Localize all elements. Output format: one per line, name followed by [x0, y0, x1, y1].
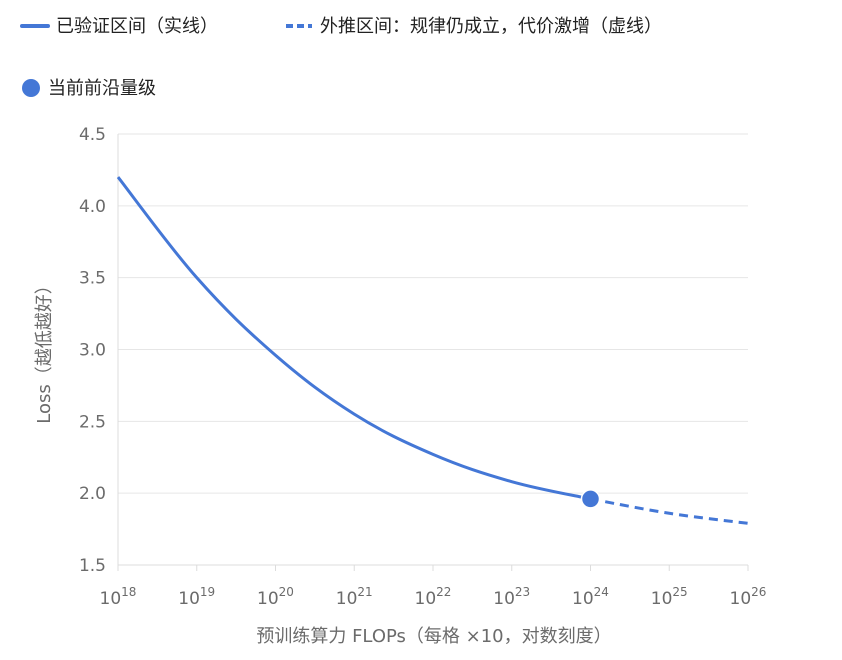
legend-label: 已验证区间（实线）: [56, 16, 218, 37]
current-frontier-marker: [580, 489, 601, 509]
x-axis-title: 预训练算力 FLOPs（每格 ×10，对数刻度）: [256, 626, 611, 647]
grid-lines: [118, 133, 748, 566]
y-tick-label: 1.5: [79, 556, 106, 576]
x-tick-label: 1020: [257, 585, 294, 609]
y-tick-label: 2.0: [79, 484, 106, 504]
x-tick-label: 1022: [415, 585, 452, 609]
legend-label: 当前前沿量级: [48, 78, 156, 99]
x-tick-label: 1018: [100, 585, 137, 609]
y-tick-labels: 1.5 2.0 2.5 3.0 3.5 4.0 4.5: [79, 125, 106, 576]
legend-swatch-marker: [22, 79, 40, 97]
series-line-verified: [116, 176, 591, 501]
x-tick-label: 1025: [651, 585, 688, 609]
x-tick-label: 1023: [493, 585, 530, 609]
legend: 已验证区间（实线） 外推区间：规律仍成立，代价激增（虚线） 当前前沿量级: [20, 16, 662, 99]
x-tick-label: 1019: [178, 585, 215, 609]
legend-item-2: 当前前沿量级: [22, 78, 156, 99]
legend-label: 外推区间：规律仍成立，代价激增（虚线）: [320, 16, 662, 37]
series-line-extrapolated: [590, 497, 749, 525]
x-tick-label: 1024: [572, 585, 609, 609]
y-axis-title: Loss（越低越好）: [34, 276, 55, 423]
marker-layer: [580, 489, 601, 509]
axes: [117, 134, 749, 571]
y-tick-label: 4.0: [79, 197, 106, 217]
y-tick-label: 2.5: [79, 412, 106, 432]
x-tick-labels: 1018 1019 1020 1021 1022 1023 1024 1025 1026: [100, 585, 767, 609]
x-tick-label: 1026: [730, 585, 767, 609]
legend-item-0: 已验证区间（实线）: [20, 16, 218, 37]
y-tick-label: 4.5: [79, 125, 106, 145]
legend-item-1: 外推区间：规律仍成立，代价激增（虚线）: [286, 16, 662, 37]
x-tick-label: 1021: [336, 585, 373, 609]
y-tick-label: 3.5: [79, 269, 106, 289]
series-layer: [116, 176, 749, 525]
y-tick-label: 3.0: [79, 341, 106, 361]
